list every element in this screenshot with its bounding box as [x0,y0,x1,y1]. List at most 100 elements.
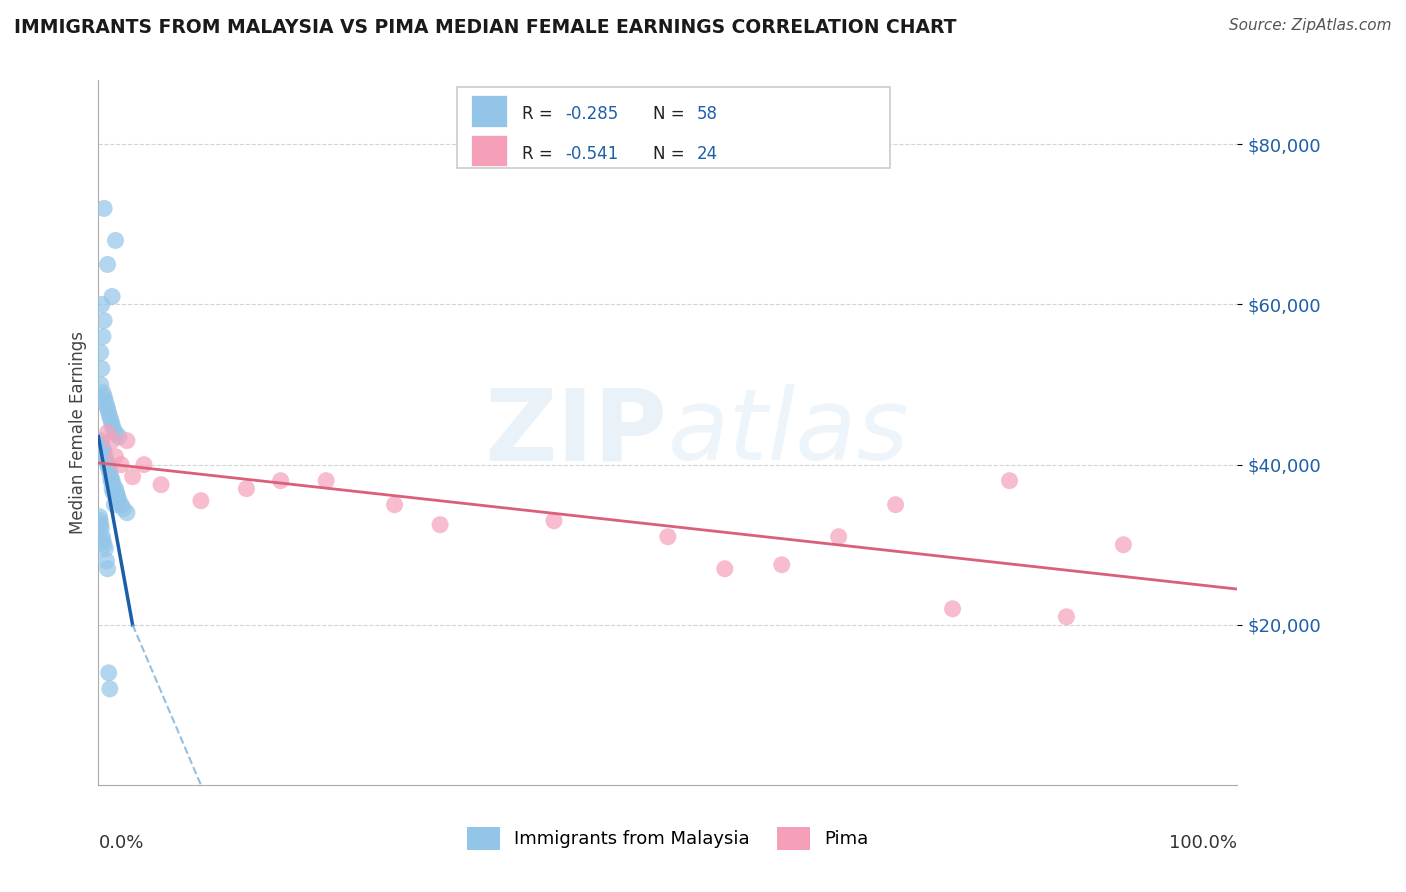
Point [101,289,124,303]
Bar [471,95,508,127]
Point [93,390,115,404]
Point [104,234,127,248]
Text: N =: N = [652,145,690,162]
Point [100,469,122,483]
Point [429,517,451,532]
Point [89,509,111,524]
Point [108,429,131,443]
Point [91,329,114,343]
Point [190,493,212,508]
Point [100,474,122,488]
Text: IMMIGRANTS FROM MALAYSIA VS PIMA MEDIAN FEMALE EARNINGS CORRELATION CHART: IMMIGRANTS FROM MALAYSIA VS PIMA MEDIAN … [14,18,956,37]
Point [270,474,292,488]
Point [315,474,337,488]
Point [103,485,125,500]
Point [384,498,406,512]
Text: Source: ZipAtlas.com: Source: ZipAtlas.com [1229,18,1392,33]
Point [96,554,118,568]
Point [104,425,127,440]
Point [93,445,115,459]
Text: N =: N = [652,105,690,123]
Point [91,530,114,544]
Point [90,361,112,376]
Text: 100.0%: 100.0% [1170,834,1237,852]
Text: R =: R = [522,105,558,123]
Point [103,498,125,512]
Point [770,558,793,572]
Point [98,466,121,480]
Point [101,417,124,432]
Point [91,442,114,456]
Point [121,469,143,483]
Point [108,493,131,508]
Point [94,541,117,556]
Point [657,530,679,544]
Point [101,482,124,496]
Point [103,422,125,436]
Point [93,313,115,327]
Point [105,490,128,504]
Point [90,517,112,532]
Y-axis label: Median Female Earnings: Median Female Earnings [69,331,87,534]
FancyBboxPatch shape [457,87,890,169]
Point [103,477,125,491]
Point [107,490,129,504]
Point [91,385,114,400]
Text: atlas: atlas [668,384,910,481]
Text: R =: R = [522,145,558,162]
Point [98,681,121,696]
Text: 58: 58 [696,105,717,123]
Point [94,393,117,408]
Point [96,401,118,416]
Point [942,602,965,616]
Point [96,425,118,440]
Point [1112,538,1135,552]
Point [97,406,120,420]
Point [101,474,124,488]
Point [96,257,118,271]
Text: ZIP: ZIP [485,384,668,481]
Point [94,450,117,464]
Point [132,458,155,472]
Point [110,498,132,512]
Point [101,434,124,448]
Text: -0.285: -0.285 [565,105,619,123]
Point [100,414,122,428]
Point [110,458,132,472]
Point [90,297,112,311]
Point [98,409,121,424]
Text: 24: 24 [696,145,717,162]
Point [104,482,127,496]
Point [104,450,127,464]
Point [96,453,118,467]
Point [90,434,112,448]
Point [235,482,257,496]
Point [90,345,112,359]
Point [97,461,120,475]
Point [884,498,907,512]
Point [89,514,111,528]
Point [90,522,112,536]
Point [714,562,737,576]
Point [96,562,118,576]
Point [150,477,173,491]
Point [828,530,851,544]
Point [96,398,118,412]
Point [115,506,138,520]
Legend: Immigrants from Malaysia, Pima: Immigrants from Malaysia, Pima [460,820,876,857]
Bar [471,135,508,167]
Point [115,434,138,448]
Point [93,202,115,216]
Point [93,538,115,552]
Point [96,458,118,472]
Point [90,377,112,392]
Point [97,665,120,680]
Point [1056,609,1078,624]
Point [112,501,135,516]
Point [543,514,565,528]
Point [90,437,112,451]
Text: 0.0%: 0.0% [98,834,143,852]
Point [998,474,1021,488]
Point [105,485,128,500]
Point [91,533,114,548]
